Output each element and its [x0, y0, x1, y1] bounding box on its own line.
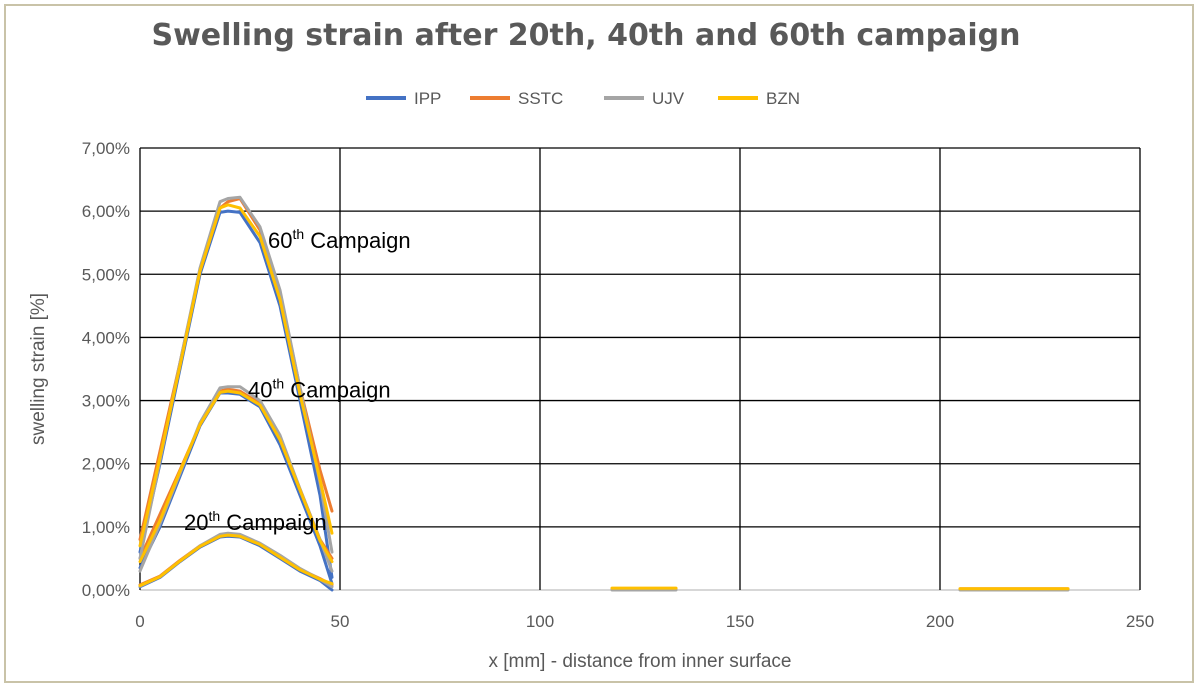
series-line-bzn [138, 203, 334, 548]
annotation-campaign: 60th Campaign [268, 226, 411, 253]
x-tick-label: 0 [135, 612, 144, 631]
legend-label-ipp: IPP [414, 89, 441, 108]
ticks: 0,00% 1,00% 2,00% 3,00% 4,00% 5,00% 6,00% 7,00%… [82, 139, 1154, 631]
y-tick-label: 1,00% [82, 518, 130, 537]
annotation-campaign: 20th Campaign [184, 508, 327, 535]
x-tick-label: 50 [331, 612, 350, 631]
y-tick-label: 4,00% [82, 328, 130, 347]
x-tick-label: 150 [726, 612, 754, 631]
y-tick-label: 0,00% [82, 581, 130, 600]
x-tick-label: 250 [1126, 612, 1154, 631]
legend-label-bzn: BZN [766, 89, 800, 108]
annotations: 60th Campaign 40th Campaign 20th Campaign [184, 226, 411, 535]
y-tick-label: 2,00% [82, 455, 130, 474]
legend: IPP SSTC UJV BZN [366, 89, 800, 108]
series-line-sstc [138, 532, 334, 587]
chart-title: Swelling strain after 20th, 40th and 60t… [151, 18, 1020, 53]
grid [139, 147, 1141, 591]
legend-label-sstc: SSTC [518, 89, 563, 108]
legend-label-ujv: UJV [652, 89, 685, 108]
y-tick-label: 7,00% [82, 139, 130, 158]
x-tick-label: 200 [926, 612, 954, 631]
y-tick-label: 5,00% [82, 265, 130, 284]
series-line-bzn [138, 389, 334, 564]
y-tick-label: 3,00% [82, 392, 130, 411]
series-line-bzn [138, 533, 334, 588]
annotation-campaign: 40th Campaign [248, 375, 391, 402]
y-axis-label: swelling strain [%] [28, 293, 49, 445]
series-lines [138, 195, 1070, 592]
series-line-ujv [138, 531, 334, 589]
y-tick-label: 6,00% [82, 202, 130, 221]
series-line-ipp [138, 534, 334, 592]
x-axis-label: x [mm] - distance from inner surface [488, 651, 791, 672]
x-tick-label: 100 [526, 612, 554, 631]
chart-frame [4, 4, 1194, 683]
